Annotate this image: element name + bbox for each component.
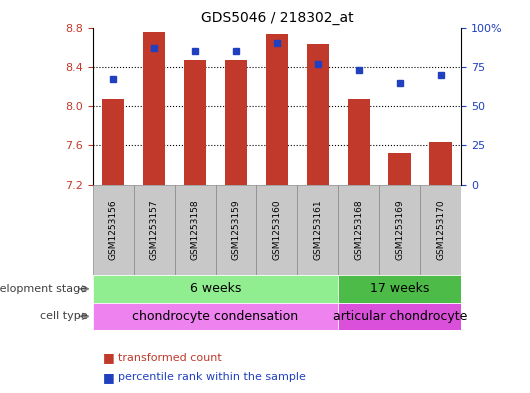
Text: percentile rank within the sample: percentile rank within the sample xyxy=(118,372,306,382)
Bar xyxy=(102,99,125,185)
Text: ■: ■ xyxy=(103,371,115,384)
Text: GSM1253157: GSM1253157 xyxy=(149,200,158,260)
Bar xyxy=(93,303,338,330)
Text: ■: ■ xyxy=(103,351,115,364)
Text: articular chondrocyte: articular chondrocyte xyxy=(332,310,467,323)
Text: cell type: cell type xyxy=(40,311,87,321)
Bar xyxy=(143,32,165,185)
Bar xyxy=(174,185,216,275)
Bar xyxy=(266,34,288,185)
Text: GSM1253160: GSM1253160 xyxy=(272,200,281,260)
Bar xyxy=(297,185,338,275)
Text: 17 weeks: 17 weeks xyxy=(370,282,429,296)
Text: GSM1253156: GSM1253156 xyxy=(109,200,118,260)
Text: GSM1253168: GSM1253168 xyxy=(354,200,363,260)
Bar xyxy=(338,185,379,275)
Bar xyxy=(184,60,206,185)
Text: transformed count: transformed count xyxy=(118,353,222,363)
Bar xyxy=(348,99,370,185)
Bar xyxy=(338,303,461,330)
Bar xyxy=(134,185,174,275)
Text: GSM1253170: GSM1253170 xyxy=(436,200,445,260)
Text: development stage: development stage xyxy=(0,284,87,294)
Text: GSM1253169: GSM1253169 xyxy=(395,200,404,260)
Bar xyxy=(216,185,257,275)
Text: GSM1253159: GSM1253159 xyxy=(232,200,241,260)
Title: GDS5046 / 218302_at: GDS5046 / 218302_at xyxy=(201,11,353,25)
Text: GSM1253158: GSM1253158 xyxy=(191,200,200,260)
Bar xyxy=(306,44,329,185)
Text: 6 weeks: 6 weeks xyxy=(190,282,241,296)
Bar xyxy=(93,275,338,303)
Bar xyxy=(257,185,297,275)
Bar xyxy=(388,153,411,185)
Text: GSM1253161: GSM1253161 xyxy=(313,200,322,260)
Bar xyxy=(429,142,452,185)
Bar xyxy=(225,60,248,185)
Bar xyxy=(338,275,461,303)
Bar xyxy=(93,185,134,275)
Text: chondrocyte condensation: chondrocyte condensation xyxy=(132,310,298,323)
Bar xyxy=(379,185,420,275)
Bar xyxy=(420,185,461,275)
